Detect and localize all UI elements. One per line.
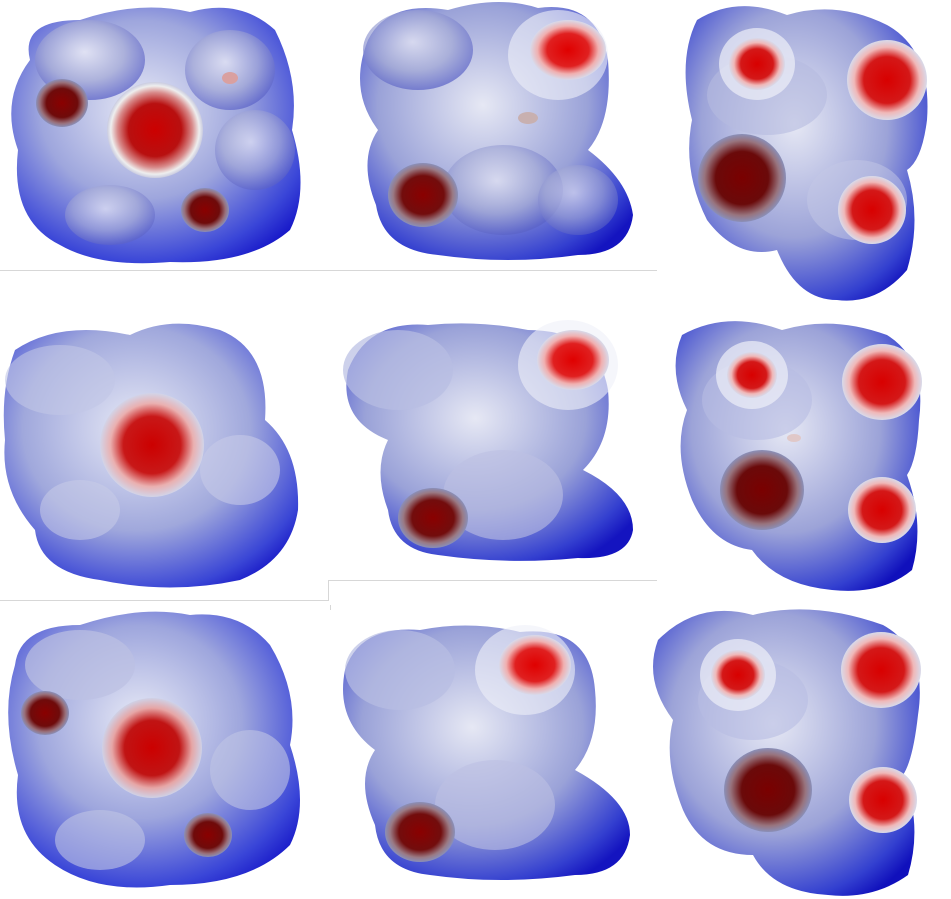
surface-render — [653, 609, 921, 896]
surface-render — [685, 6, 928, 301]
surface-render — [360, 1, 633, 260]
surface-render — [8, 611, 300, 888]
surface-panel-r2-c3 — [657, 310, 951, 601]
surface-panel-r2-c1 — [0, 310, 328, 601]
surface-render — [675, 321, 922, 591]
surface-panel-r3-c2 — [330, 610, 643, 899]
surface-panel-r3-c3 — [643, 600, 951, 899]
surface-render — [343, 625, 630, 880]
surface-panel-r1-c2 — [328, 0, 657, 271]
surface-panel-r3-c1 — [0, 605, 330, 899]
surface-render — [3, 323, 299, 588]
surface-panel-r1-c3 — [657, 0, 951, 311]
surface-panel-r1-c1 — [0, 0, 328, 271]
surface-panel-r2-c2 — [328, 310, 657, 581]
surface-render — [343, 320, 633, 561]
surface-render — [11, 7, 301, 264]
